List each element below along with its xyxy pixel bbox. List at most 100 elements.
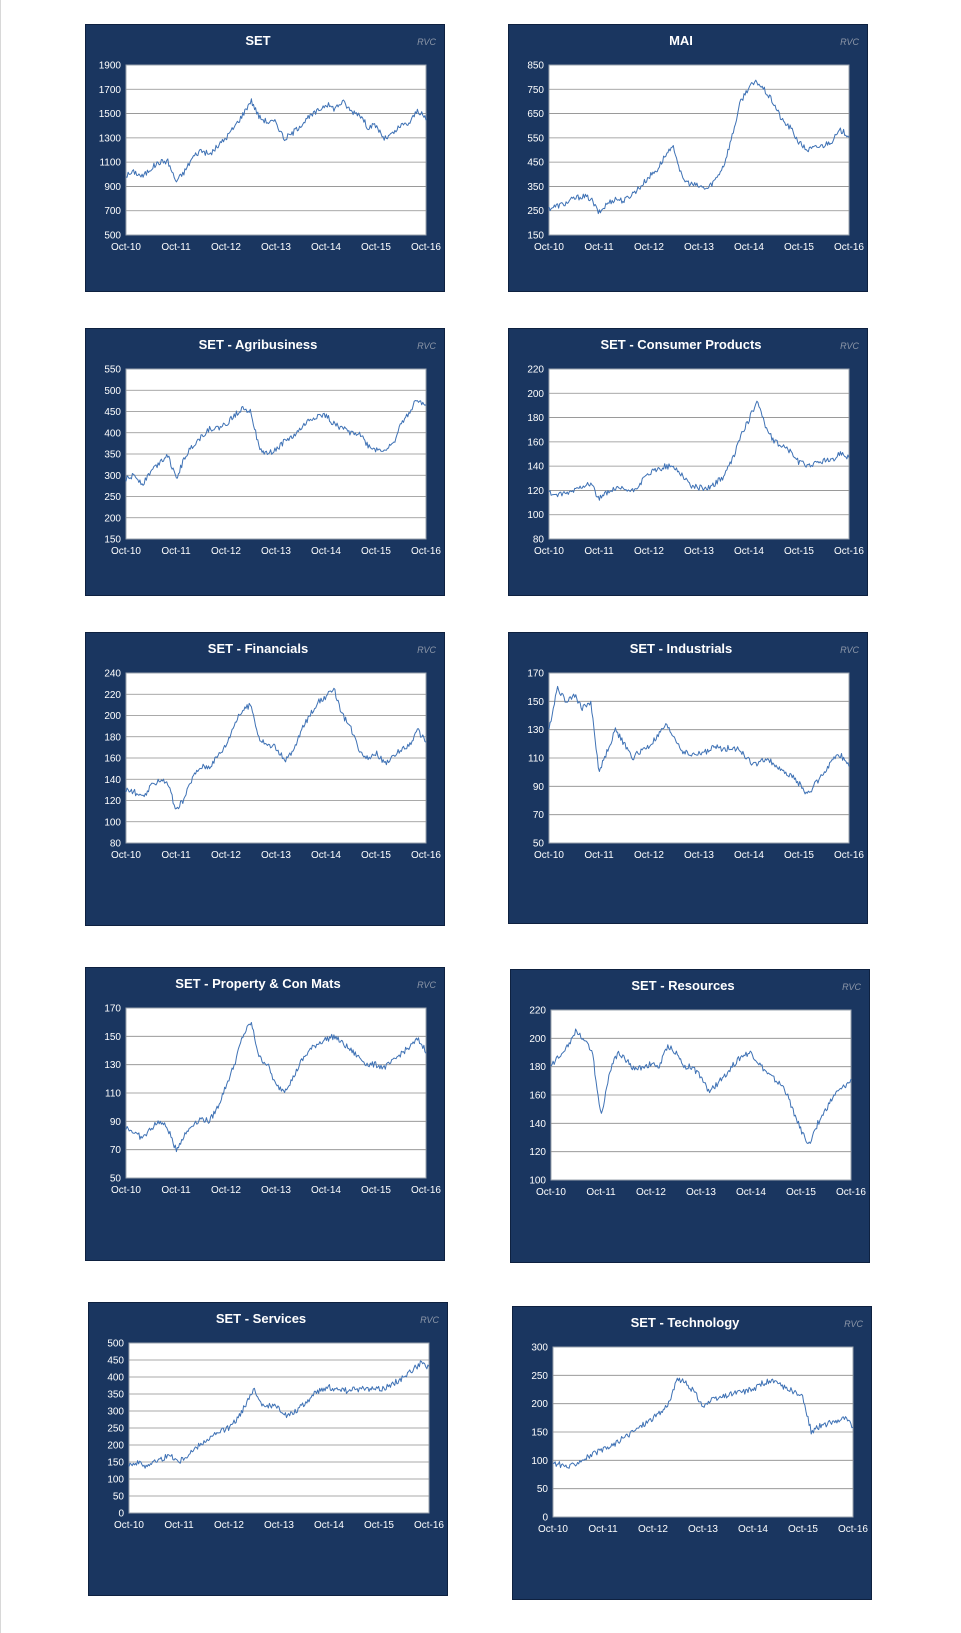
x-tick-label: Oct-13 bbox=[264, 1520, 294, 1531]
y-tick-label: 1500 bbox=[99, 109, 122, 120]
series-line bbox=[125, 400, 427, 486]
series-line bbox=[125, 687, 427, 810]
y-tick-label: 150 bbox=[104, 535, 121, 546]
chart-panel-resources: SET - Resources RVC 100 120 140 160 180 200 220 O… bbox=[510, 969, 870, 1263]
chart-svg: SET - Services RVC 0 50 100 150 200 250 300 350 40… bbox=[107, 1311, 444, 1531]
y-tick-label: 220 bbox=[529, 1006, 546, 1017]
chart-panel-property-con-mats: SET - Property & Con Mats RVC 50 70 90 110 130… bbox=[85, 967, 445, 1261]
x-tick-label: Oct-11 bbox=[588, 1524, 618, 1535]
y-tick-label: 200 bbox=[531, 1399, 548, 1410]
y-tick-label: 850 bbox=[527, 61, 544, 72]
y-tick-label: 90 bbox=[533, 782, 545, 793]
x-tick-label: Oct-15 bbox=[784, 546, 814, 557]
x-tick-label: Oct-10 bbox=[536, 1187, 566, 1198]
y-tick-label: 200 bbox=[529, 1034, 546, 1045]
x-tick-label: Oct-10 bbox=[111, 850, 141, 861]
chart-title: SET - Agribusiness bbox=[199, 337, 318, 352]
x-tick-label: Oct-16 bbox=[834, 242, 864, 253]
chart-svg: SET - Resources RVC 100 120 140 160 180 200 220 O… bbox=[529, 978, 866, 1198]
x-tick-label: Oct-16 bbox=[836, 1187, 866, 1198]
x-tick-label: Oct-11 bbox=[584, 546, 614, 557]
chart-panel-financials: SET - Financials RVC 80 100 120 140 160 180 200 2… bbox=[85, 632, 445, 926]
y-tick-label: 1100 bbox=[99, 158, 121, 169]
x-tick-label: Oct-11 bbox=[584, 850, 614, 861]
x-tick-label: Oct-14 bbox=[311, 242, 341, 253]
y-tick-label: 150 bbox=[531, 1428, 548, 1439]
y-tick-label: 500 bbox=[104, 231, 121, 242]
chart-svg: SET RVC 500 700 900 1100 1300 1500 1700 1900 Oct-1… bbox=[99, 33, 442, 253]
y-tick-label: 350 bbox=[104, 450, 121, 461]
y-tick-label: 250 bbox=[107, 1424, 124, 1435]
x-tick-label: Oct-14 bbox=[734, 546, 764, 557]
y-tick-label: 90 bbox=[110, 1117, 122, 1128]
rvc-watermark: RVC bbox=[840, 37, 859, 47]
x-tick-label: Oct-16 bbox=[834, 850, 864, 861]
y-tick-label: 500 bbox=[104, 386, 121, 397]
x-tick-label: Oct-15 bbox=[784, 850, 814, 861]
x-tick-label: Oct-13 bbox=[261, 242, 291, 253]
y-tick-label: 80 bbox=[110, 839, 122, 850]
y-tick-label: 140 bbox=[104, 775, 121, 786]
chart-title: SET - Industrials bbox=[630, 641, 733, 656]
rvc-watermark: RVC bbox=[844, 1319, 863, 1329]
x-tick-label: Oct-14 bbox=[314, 1520, 344, 1531]
y-tick-label: 200 bbox=[104, 513, 121, 524]
page-edge bbox=[0, 0, 1, 1633]
y-tick-label: 200 bbox=[527, 389, 544, 400]
rvc-watermark: RVC bbox=[840, 341, 859, 351]
chart-panel-agribusiness: SET - Agribusiness RVC 150 200 250 300 350 400 4… bbox=[85, 328, 445, 596]
x-tick-label: Oct-14 bbox=[736, 1187, 766, 1198]
y-tick-label: 50 bbox=[533, 839, 545, 850]
y-tick-label: 100 bbox=[104, 817, 121, 828]
y-tick-label: 450 bbox=[527, 158, 544, 169]
y-tick-label: 140 bbox=[529, 1119, 546, 1130]
x-tick-label: Oct-12 bbox=[634, 546, 664, 557]
series-line bbox=[550, 1028, 852, 1144]
rvc-watermark: RVC bbox=[417, 341, 436, 351]
y-tick-label: 80 bbox=[533, 535, 545, 546]
y-tick-label: 1900 bbox=[99, 61, 122, 72]
y-tick-label: 0 bbox=[118, 1509, 124, 1520]
y-tick-label: 550 bbox=[104, 365, 121, 376]
x-tick-label: Oct-16 bbox=[411, 546, 441, 557]
x-tick-label: Oct-16 bbox=[414, 1520, 444, 1531]
chart-svg: SET - Financials RVC 80 100 120 140 160 180 200 2… bbox=[104, 641, 441, 861]
x-tick-label: Oct-12 bbox=[211, 1185, 241, 1196]
y-tick-label: 200 bbox=[104, 711, 121, 722]
chart-svg: SET - Industrials RVC 50 70 90 110 130 150 170 Oc… bbox=[527, 641, 864, 861]
y-tick-label: 100 bbox=[107, 1475, 124, 1486]
x-tick-label: Oct-15 bbox=[361, 242, 391, 253]
x-tick-label: Oct-16 bbox=[838, 1524, 868, 1535]
y-tick-label: 160 bbox=[527, 437, 544, 448]
x-tick-label: Oct-10 bbox=[538, 1524, 568, 1535]
y-tick-label: 300 bbox=[104, 471, 121, 482]
series-line bbox=[552, 1377, 854, 1469]
rvc-watermark: RVC bbox=[420, 1315, 439, 1325]
x-tick-label: Oct-14 bbox=[734, 242, 764, 253]
x-tick-label: Oct-14 bbox=[311, 1185, 341, 1196]
chart-title: SET - Consumer Products bbox=[600, 337, 761, 352]
x-tick-label: Oct-10 bbox=[111, 1185, 141, 1196]
y-tick-label: 170 bbox=[104, 1004, 121, 1015]
y-tick-label: 170 bbox=[527, 669, 544, 680]
y-tick-label: 350 bbox=[527, 182, 544, 193]
y-tick-label: 400 bbox=[107, 1373, 124, 1384]
y-tick-label: 130 bbox=[527, 725, 544, 736]
x-tick-label: Oct-12 bbox=[211, 546, 241, 557]
x-tick-label: Oct-15 bbox=[364, 1520, 394, 1531]
y-tick-label: 350 bbox=[107, 1390, 124, 1401]
x-tick-label: Oct-15 bbox=[361, 1185, 391, 1196]
y-tick-label: 450 bbox=[104, 407, 121, 418]
x-tick-label: Oct-10 bbox=[534, 242, 564, 253]
y-tick-label: 200 bbox=[107, 1441, 124, 1452]
x-tick-label: Oct-15 bbox=[361, 850, 391, 861]
y-tick-label: 220 bbox=[104, 690, 121, 701]
x-tick-label: Oct-12 bbox=[214, 1520, 244, 1531]
rvc-watermark: RVC bbox=[417, 645, 436, 655]
y-tick-label: 700 bbox=[104, 206, 121, 217]
y-tick-label: 400 bbox=[104, 428, 121, 439]
x-tick-label: Oct-12 bbox=[634, 242, 664, 253]
series-line bbox=[125, 1022, 427, 1153]
x-tick-label: Oct-11 bbox=[161, 850, 191, 861]
chart-panel-technology: SET - Technology RVC 0 50 100 150 200 250 300 Oct… bbox=[512, 1306, 872, 1600]
